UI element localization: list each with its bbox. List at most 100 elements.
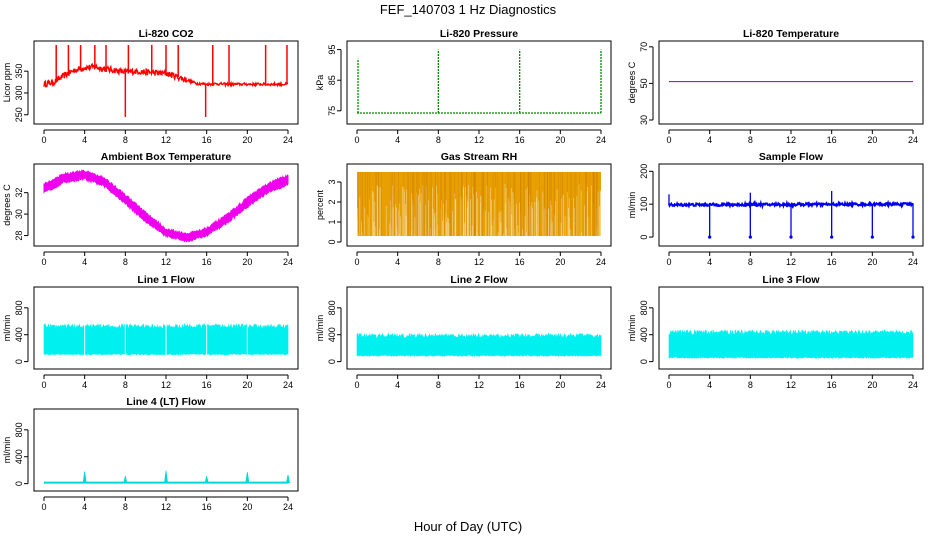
x-axis: 0 4 8 12 16 20 24 <box>666 374 918 390</box>
plot-frame <box>658 286 924 370</box>
y-tick-label: 1 <box>327 219 337 224</box>
x-tick-label: 8 <box>123 135 128 145</box>
series-band <box>43 169 289 243</box>
x-tick-label: 8 <box>748 380 753 390</box>
x-tick-label: 16 <box>827 380 837 390</box>
series-marks <box>44 470 290 484</box>
x-tick-label: 20 <box>867 380 877 390</box>
y-tick-label: 400 <box>639 327 649 342</box>
x-tick-label: 4 <box>707 380 712 390</box>
x-tick-label: 20 <box>867 257 877 267</box>
y-tick-label: 800 <box>639 300 649 315</box>
y-tick-label: 800 <box>14 422 24 437</box>
y-axis-label: Licor ppm <box>2 63 12 103</box>
x-tick-label: 12 <box>161 380 171 390</box>
y-tick-label: 0 <box>639 235 649 240</box>
series-marks <box>43 45 289 117</box>
series-texture-dark <box>358 172 598 236</box>
x-tick-label: 4 <box>707 135 712 145</box>
spike-mark <box>245 472 250 484</box>
y-tick-label: 800 <box>327 300 337 315</box>
series-band <box>356 332 602 357</box>
panel-title: Ambient Box Temperature <box>101 151 232 163</box>
x-tick-label: 12 <box>474 380 484 390</box>
x-tick-label: 20 <box>242 380 252 390</box>
x-tick-label: 4 <box>395 380 400 390</box>
x-tick-label: 16 <box>202 135 212 145</box>
y-tick-label: 70 <box>639 42 649 52</box>
y-tick-label: 50 <box>639 78 649 88</box>
spike-mark <box>123 476 128 484</box>
x-tick-label: 0 <box>41 257 46 267</box>
x-tick-label: 0 <box>354 257 359 267</box>
series-band <box>668 328 914 359</box>
x-tick-label: 8 <box>748 135 753 145</box>
panel-title: Li-820 Temperature <box>743 28 839 40</box>
plot-frame <box>658 163 924 247</box>
x-tick-label: 0 <box>666 135 671 145</box>
series-marks <box>356 172 602 236</box>
y-tick-label: 3 <box>327 179 337 184</box>
spike-point <box>789 235 793 239</box>
y-tick-label: 800 <box>14 300 24 315</box>
x-tick-label: 20 <box>555 257 565 267</box>
panel-title: Li-820 CO2 <box>139 28 194 40</box>
panel-title: Line 3 Flow <box>762 274 820 286</box>
series-marks <box>43 322 289 356</box>
series-marks <box>668 191 915 239</box>
series-band <box>357 172 601 236</box>
spike-mark <box>204 476 209 484</box>
y-tick-label: 30 <box>639 115 649 125</box>
x-tick-label: 8 <box>123 502 128 512</box>
x-tick-label: 12 <box>474 135 484 145</box>
x-tick-label: 4 <box>395 135 400 145</box>
spike-point <box>870 235 874 239</box>
panel-title: Line 1 Flow <box>137 274 195 286</box>
x-tick-label: 24 <box>908 257 918 267</box>
series-marks <box>43 169 289 243</box>
panel-5: Sample Flow 0 4 8 12 16 20 24 0 100 200 ml/min <box>627 151 924 267</box>
x-tick-label: 20 <box>242 257 252 267</box>
y-tick-label: 95 <box>327 45 337 55</box>
y-tick-label: 200 <box>639 164 649 179</box>
x-axis-label: Hour of Day (UTC) <box>414 519 522 534</box>
spike-point <box>748 235 752 239</box>
x-tick-label: 20 <box>555 135 565 145</box>
panel-2: Li-820 Temperature 0 4 8 12 16 20 24 30 50 70degre… <box>627 28 924 145</box>
spike-mark <box>164 470 168 484</box>
panel-title: Line 2 Flow <box>450 274 508 286</box>
x-tick-label: 12 <box>786 257 796 267</box>
x-tick-label: 12 <box>161 502 171 512</box>
x-axis: 0 4 8 12 16 20 24 <box>41 374 293 390</box>
x-tick-label: 24 <box>596 257 606 267</box>
x-tick-label: 8 <box>123 257 128 267</box>
x-tick-label: 0 <box>354 380 359 390</box>
x-tick-label: 24 <box>283 135 293 145</box>
x-tick-label: 24 <box>908 135 918 145</box>
y-tick-label: 300 <box>14 85 24 100</box>
y-tick-label: 28 <box>14 231 24 241</box>
panel-title: Gas Stream RH <box>441 151 517 163</box>
x-tick-label: 12 <box>786 380 796 390</box>
y-tick-label: 0 <box>14 481 24 486</box>
x-tick-label: 16 <box>202 380 212 390</box>
x-axis: 0 4 8 12 16 20 24 <box>666 129 918 145</box>
x-tick-label: 4 <box>82 502 87 512</box>
x-axis: 0 4 8 12 16 20 24 <box>666 251 918 267</box>
x-tick-label: 0 <box>41 502 46 512</box>
x-tick-label: 4 <box>82 257 87 267</box>
plot-frame <box>33 163 299 247</box>
y-axis-label: degrees C <box>627 61 637 103</box>
panel-title: Li-820 Pressure <box>440 28 518 40</box>
y-axis-label: degrees C <box>2 184 12 226</box>
y-tick-label: 250 <box>14 107 24 122</box>
